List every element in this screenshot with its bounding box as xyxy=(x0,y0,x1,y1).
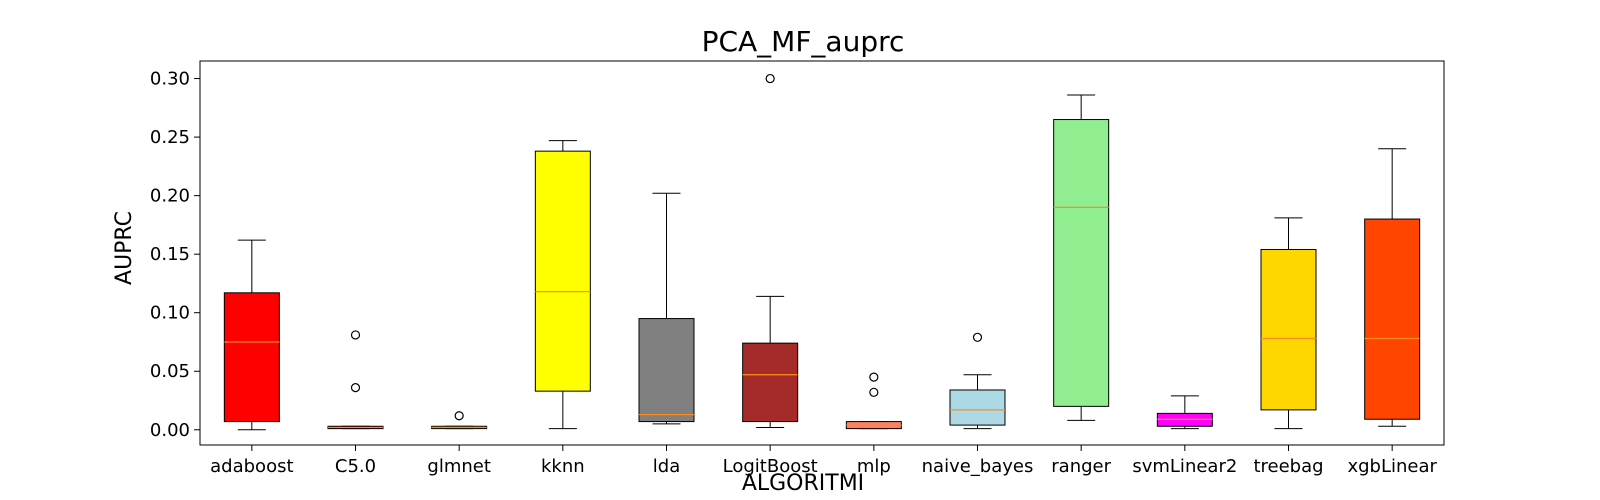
x-tick-label-kknn: kknn xyxy=(541,456,585,477)
y-tick-label: 0.00 xyxy=(150,420,190,441)
y-tick-label: 0.30 xyxy=(150,69,190,90)
x-tick-label-lda: lda xyxy=(653,456,680,477)
box-adaboost xyxy=(223,292,280,423)
outlier-point xyxy=(350,330,361,340)
outlier-point xyxy=(972,332,983,342)
chart-title: PCA_MF_auprc xyxy=(702,25,905,58)
y-tick-label: 0.25 xyxy=(150,127,190,148)
x-tick-label-c5-0: C5.0 xyxy=(335,456,376,477)
y-tick-label: 0.05 xyxy=(150,361,190,382)
y-tick-label: 0.20 xyxy=(150,186,190,207)
outlier-point xyxy=(869,372,879,382)
box-kknn xyxy=(534,150,591,392)
x-tick-label-mlp: mlp xyxy=(857,456,891,477)
x-tick-label-xgblinear: xgbLinear xyxy=(1347,456,1437,477)
outlier-point xyxy=(869,387,879,397)
outlier-point xyxy=(765,73,775,84)
x-tick-label-adaboost: adaboost xyxy=(210,456,293,477)
outlier-point xyxy=(454,411,464,421)
x-tick-label-treebag: treebag xyxy=(1253,456,1323,477)
x-tick-label-logitboost: LogitBoost xyxy=(723,456,818,477)
x-tick-label-svmlinear2: svmLinear2 xyxy=(1132,456,1237,477)
plot-area: 0.00 0.05 0.10 0.15 0.20 0.25 0.30 adaboost C5.0… xyxy=(150,60,1445,477)
box-naive-bayes xyxy=(949,389,1006,426)
outlier-point xyxy=(350,383,361,393)
y-tick-label: 0.15 xyxy=(150,244,190,265)
y-axis-label: AUPRC xyxy=(112,211,137,285)
x-tick-label-ranger: ranger xyxy=(1051,456,1111,477)
x-tick-label-glmnet: glmnet xyxy=(427,456,491,477)
box-xgblinear xyxy=(1364,218,1421,420)
plot-frame xyxy=(199,60,1445,446)
box-treebag xyxy=(1260,248,1317,411)
x-axis-label: ALGORITMI xyxy=(742,471,864,496)
box-lda xyxy=(638,318,695,423)
box-logitboost xyxy=(742,342,799,423)
box-ranger xyxy=(1053,119,1110,407)
x-tick-label-naive-bayes: naive_bayes xyxy=(922,456,1034,477)
y-tick-label: 0.10 xyxy=(150,303,190,324)
